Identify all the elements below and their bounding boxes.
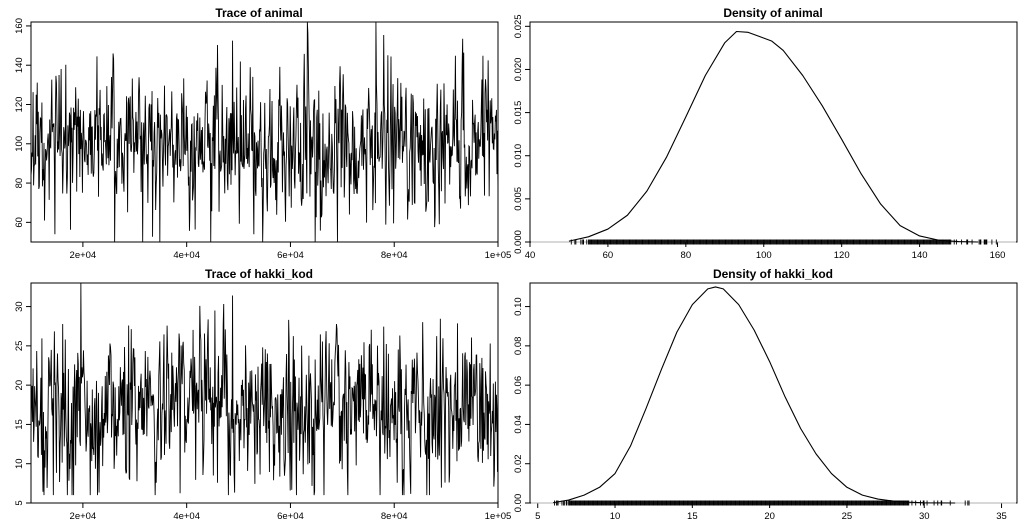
density-hakki-kod-title: Density of hakki_kod (713, 267, 833, 281)
trace-animal-plot-frame (30, 21, 499, 243)
trace-animal-title: Trace of animal (215, 6, 302, 20)
trace-animal-y-tick-label: 100 (14, 136, 25, 152)
density-animal-rug (570, 239, 997, 245)
density-animal-x-tick-label: 40 (525, 250, 536, 261)
density-animal-x-tick-label: 60 (603, 250, 614, 261)
density-animal-y-tick-label: 0.025 (513, 14, 524, 38)
density-hakki-kod-y-tick-label: 0.04 (513, 415, 524, 434)
density-hakki-kod-x-tick-label: 5 (535, 511, 540, 522)
trace-hakki-kod-plot-frame (30, 282, 499, 504)
density-hakki-kod-panel: Density of hakki_kod 5 10 15 20 25 30 35 0.00 0.… (513, 267, 1018, 522)
trace-hakki-kod-y-tick-label: 25 (14, 341, 25, 352)
trace-hakki-kod-x-tick-label: 8e+04 (381, 511, 408, 522)
trace-hakki-kod-trace-line (30, 282, 499, 496)
density-animal-x-tick-label: 100 (756, 250, 772, 261)
trace-animal-x-tick-label: 8e+04 (381, 250, 408, 261)
density-animal-title: Density of animal (723, 6, 822, 20)
density-hakki-kod-y-tick-label: 0.10 (513, 297, 524, 316)
trace-animal-x-tick-label: 1e+05 (485, 250, 512, 261)
density-hakki-kod-x-tick-label: 35 (996, 511, 1007, 522)
trace-hakki-kod-title: Trace of hakki_kod (205, 267, 313, 281)
density-animal-y-tick-label: 0.015 (513, 101, 524, 125)
density-hakki-kod-y-tick-label: 0.02 (513, 454, 524, 473)
trace-animal-x-tick-label: 6e+04 (277, 250, 304, 261)
density-animal-x-tick-label: 120 (834, 250, 850, 261)
trace-hakki-kod-y-tick-label: 30 (14, 301, 25, 312)
density-animal-y-tick-label: 0.020 (513, 58, 524, 82)
density-hakki-kod-x-tick-label: 20 (764, 511, 775, 522)
density-hakki-kod-x-tick-label: 25 (842, 511, 853, 522)
trace-animal-y-tick-label: 120 (14, 97, 25, 113)
density-animal-x-tick-label: 140 (912, 250, 928, 261)
trace-hakki-kod-x-tick-label: 2e+04 (70, 511, 97, 522)
density-animal-x-tick-label: 160 (990, 250, 1006, 261)
trace-hakki-kod-x-tick-label: 4e+04 (173, 511, 200, 522)
density-animal-y-tick-label: 0.005 (513, 187, 524, 211)
trace-animal-y-tick-label: 160 (14, 18, 25, 34)
trace-animal-y-tick-label: 140 (14, 57, 25, 73)
density-hakki-kod-x-tick-label: 30 (919, 511, 930, 522)
density-animal-panel: Density of animal 40 60 80 100 120 140 160 0.00… (513, 6, 1018, 261)
density-animal-y-tick-label: 0.010 (513, 144, 524, 168)
trace-animal-x-tick-label: 2e+04 (70, 250, 97, 261)
trace-animal-panel: Trace of animal 2e+04 4e+04 6e+04 8e+04 1e+0… (14, 6, 511, 261)
trace-hakki-kod-y-tick-label: 20 (14, 380, 25, 391)
density-hakki-kod-x-tick-label: 10 (610, 511, 621, 522)
density-animal-y-tick-label: 0.000 (513, 230, 524, 254)
trace-animal-trace-line (30, 21, 499, 243)
density-animal-x-tick-label: 80 (681, 250, 692, 261)
trace-hakki-kod-x-tick-label: 6e+04 (277, 511, 304, 522)
density-hakki-kod-density-curve (553, 286, 956, 504)
density-animal-density-curve (568, 30, 979, 243)
trace-hakki-kod-y-tick-label: 10 (14, 458, 25, 469)
density-hakki-kod-y-tick-label: 0.08 (513, 337, 524, 356)
trace-hakki-kod-panel: Trace of hakki_kod 2e+04 4e+04 6e+04 8e+04 1… (14, 267, 511, 522)
trace-hakki-kod-y-tick-label: 5 (14, 500, 25, 505)
trace-animal-x-tick-label: 4e+04 (173, 250, 200, 261)
density-hakki-kod-x-tick-label: 15 (687, 511, 698, 522)
density-hakki-kod-rug (554, 500, 970, 506)
density-hakki-kod-y-tick-label: 0.06 (513, 376, 524, 395)
trace-animal-y-tick-label: 60 (14, 217, 25, 228)
trace-hakki-kod-x-tick-label: 1e+05 (485, 511, 512, 522)
trace-animal-y-tick-label: 80 (14, 178, 25, 189)
trace-hakki-kod-y-tick-label: 15 (14, 419, 25, 430)
density-hakki-kod-y-tick-label: 0.00 (513, 494, 524, 513)
